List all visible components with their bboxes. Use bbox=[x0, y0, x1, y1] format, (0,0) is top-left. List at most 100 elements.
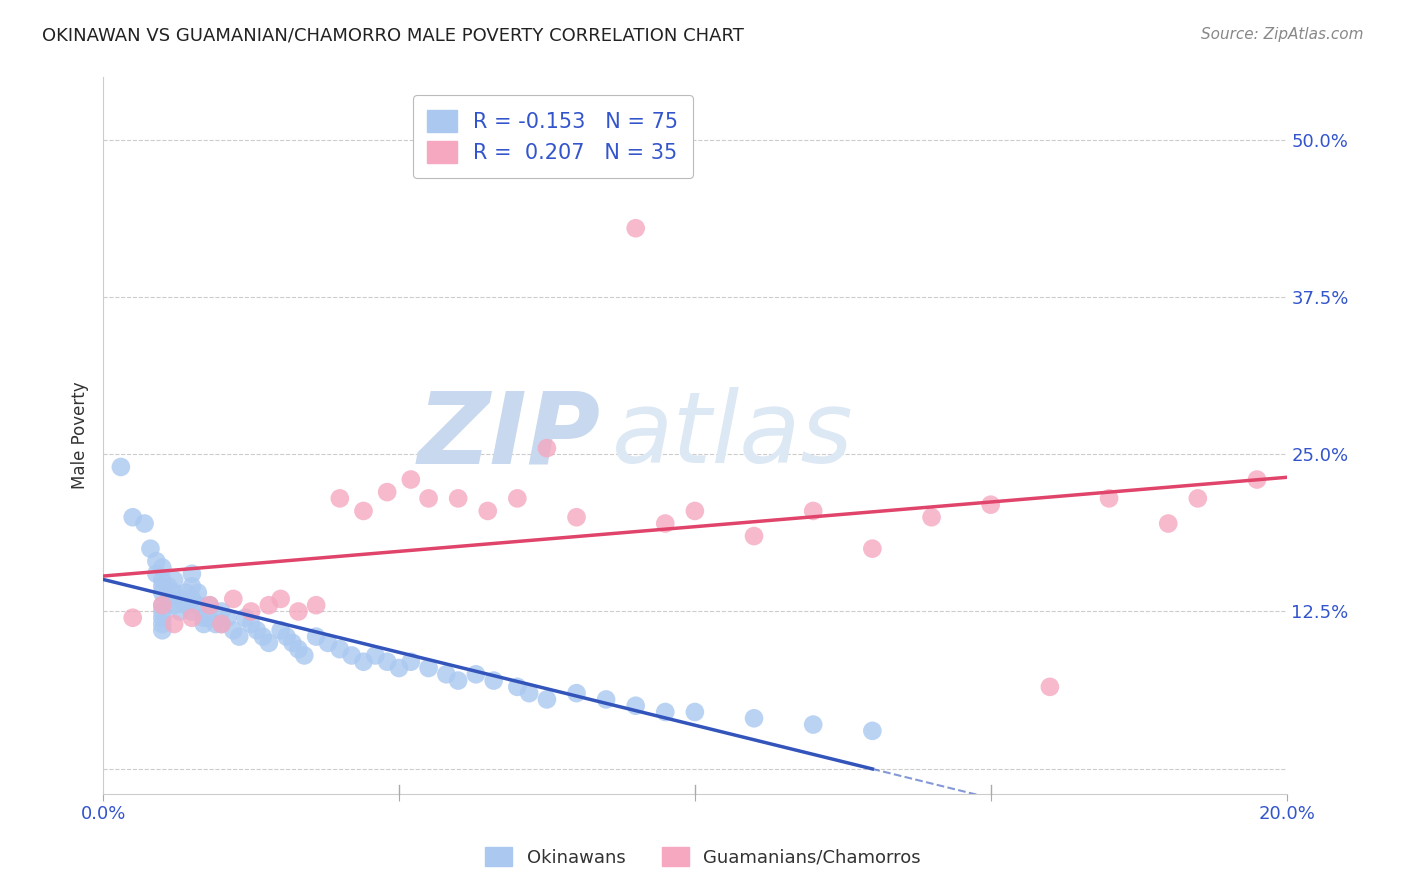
Point bbox=[654, 516, 676, 531]
Point bbox=[198, 598, 221, 612]
Point bbox=[340, 648, 363, 663]
Point bbox=[257, 636, 280, 650]
Point bbox=[624, 698, 647, 713]
Point bbox=[801, 504, 824, 518]
Point bbox=[211, 617, 233, 632]
Point bbox=[860, 541, 883, 556]
Point bbox=[150, 573, 173, 587]
Point bbox=[399, 473, 422, 487]
Point bbox=[316, 636, 339, 650]
Point bbox=[921, 510, 943, 524]
Legend: R = -0.153   N = 75, R =  0.207   N = 35: R = -0.153 N = 75, R = 0.207 N = 35 bbox=[413, 95, 693, 178]
Point bbox=[150, 624, 173, 638]
Point bbox=[276, 630, 298, 644]
Point bbox=[163, 617, 186, 632]
Point bbox=[150, 598, 173, 612]
Point bbox=[1187, 491, 1209, 506]
Point bbox=[193, 611, 215, 625]
Point bbox=[287, 642, 309, 657]
Point bbox=[292, 648, 315, 663]
Point bbox=[287, 605, 309, 619]
Point bbox=[169, 591, 191, 606]
Point bbox=[163, 573, 186, 587]
Point bbox=[198, 598, 221, 612]
Point bbox=[150, 605, 173, 619]
Point bbox=[1246, 473, 1268, 487]
Point bbox=[180, 566, 202, 581]
Point bbox=[240, 617, 263, 632]
Point bbox=[257, 598, 280, 612]
Point bbox=[375, 655, 398, 669]
Point bbox=[683, 504, 706, 518]
Point bbox=[110, 460, 132, 475]
Point bbox=[305, 598, 328, 612]
Point bbox=[565, 686, 588, 700]
Point bbox=[447, 491, 470, 506]
Point bbox=[506, 491, 529, 506]
Point bbox=[134, 516, 156, 531]
Point bbox=[198, 611, 221, 625]
Point bbox=[536, 441, 558, 455]
Point bbox=[281, 636, 304, 650]
Point bbox=[434, 667, 457, 681]
Point bbox=[353, 504, 375, 518]
Point bbox=[174, 598, 197, 612]
Point bbox=[1039, 680, 1062, 694]
Point bbox=[240, 605, 263, 619]
Point bbox=[980, 498, 1002, 512]
Point bbox=[180, 579, 202, 593]
Point bbox=[624, 221, 647, 235]
Point bbox=[187, 585, 209, 599]
Point bbox=[180, 611, 202, 625]
Point bbox=[211, 605, 233, 619]
Point bbox=[193, 617, 215, 632]
Text: atlas: atlas bbox=[612, 387, 853, 484]
Point bbox=[418, 491, 440, 506]
Point bbox=[270, 624, 292, 638]
Point bbox=[1098, 491, 1121, 506]
Point bbox=[169, 605, 191, 619]
Point bbox=[801, 717, 824, 731]
Point bbox=[233, 611, 256, 625]
Legend: Okinawans, Guamanians/Chamorros: Okinawans, Guamanians/Chamorros bbox=[478, 840, 928, 874]
Point bbox=[222, 591, 245, 606]
Point bbox=[157, 579, 180, 593]
Point bbox=[418, 661, 440, 675]
Y-axis label: Male Poverty: Male Poverty bbox=[72, 382, 89, 490]
Point bbox=[447, 673, 470, 688]
Point bbox=[565, 510, 588, 524]
Point bbox=[1157, 516, 1180, 531]
Point bbox=[180, 591, 202, 606]
Text: ZIP: ZIP bbox=[418, 387, 600, 484]
Point bbox=[388, 661, 411, 675]
Point bbox=[305, 630, 328, 644]
Point bbox=[150, 585, 173, 599]
Point bbox=[364, 648, 387, 663]
Point bbox=[506, 680, 529, 694]
Point bbox=[252, 630, 274, 644]
Text: OKINAWAN VS GUAMANIAN/CHAMORRO MALE POVERTY CORRELATION CHART: OKINAWAN VS GUAMANIAN/CHAMORRO MALE POVE… bbox=[42, 27, 744, 45]
Point bbox=[329, 642, 352, 657]
Point bbox=[187, 598, 209, 612]
Point bbox=[329, 491, 352, 506]
Point bbox=[246, 624, 269, 638]
Point bbox=[375, 485, 398, 500]
Point bbox=[150, 579, 173, 593]
Point bbox=[517, 686, 540, 700]
Point bbox=[157, 591, 180, 606]
Point bbox=[222, 624, 245, 638]
Text: Source: ZipAtlas.com: Source: ZipAtlas.com bbox=[1201, 27, 1364, 42]
Point bbox=[145, 566, 167, 581]
Point bbox=[211, 617, 233, 632]
Point bbox=[399, 655, 422, 669]
Point bbox=[536, 692, 558, 706]
Point bbox=[228, 630, 250, 644]
Point bbox=[121, 611, 143, 625]
Point bbox=[180, 605, 202, 619]
Point bbox=[204, 617, 226, 632]
Point bbox=[477, 504, 499, 518]
Point bbox=[683, 705, 706, 719]
Point bbox=[217, 611, 239, 625]
Point bbox=[595, 692, 617, 706]
Point bbox=[150, 611, 173, 625]
